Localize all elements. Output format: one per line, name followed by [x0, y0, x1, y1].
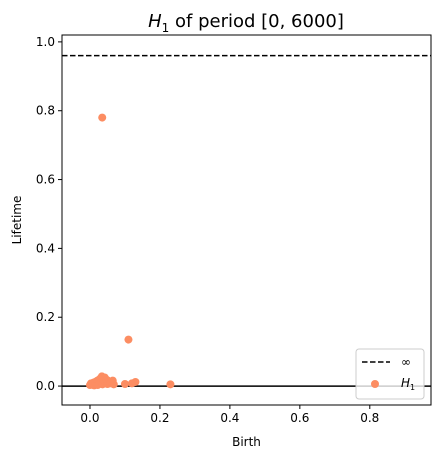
title-symbol: H: [148, 11, 162, 32]
legend-infinity-label: ∞: [401, 355, 411, 369]
legend-h1-swatch: [371, 380, 379, 388]
chart-title: H1 of period [0, 6000]: [148, 11, 344, 35]
data-point: [98, 113, 107, 122]
y-axis-ticks: 0.0 0.2 0.4 0.6 0.8 1.0: [36, 35, 62, 393]
y-tick-label: 0.6: [36, 173, 55, 187]
title-rest: of period [0, 6000]: [169, 11, 344, 32]
legend: ∞ H1: [355, 348, 425, 400]
y-tick-label: 0.2: [36, 310, 55, 324]
data-point: [124, 335, 133, 344]
y-tick-label: 0.0: [36, 379, 55, 393]
y-axis-label: Lifetime: [10, 196, 24, 245]
x-tick-label: 0.8: [360, 411, 379, 425]
x-tick-label: 0.4: [220, 411, 239, 425]
legend-h1-subscript: 1: [410, 383, 415, 392]
legend-h1-symbol: H: [401, 376, 410, 390]
title-subscript: 1: [162, 21, 170, 35]
x-axis-ticks: 0.0 0.2 0.4 0.6 0.8: [80, 405, 379, 425]
plot-area: [62, 54, 431, 390]
data-point: [166, 380, 175, 389]
y-tick-label: 1.0: [36, 35, 55, 49]
x-axis-label: Birth: [232, 435, 261, 449]
y-tick-label: 0.8: [36, 104, 55, 118]
data-point: [109, 380, 118, 389]
x-tick-label: 0.0: [80, 411, 99, 425]
x-tick-label: 0.2: [150, 411, 169, 425]
data-point: [131, 377, 140, 386]
plot-frame: [61, 34, 432, 406]
x-tick-label: 0.6: [290, 411, 309, 425]
y-tick-label: 0.4: [36, 241, 55, 255]
data-point: [120, 380, 129, 389]
legend-h1-label: H1: [401, 376, 415, 392]
